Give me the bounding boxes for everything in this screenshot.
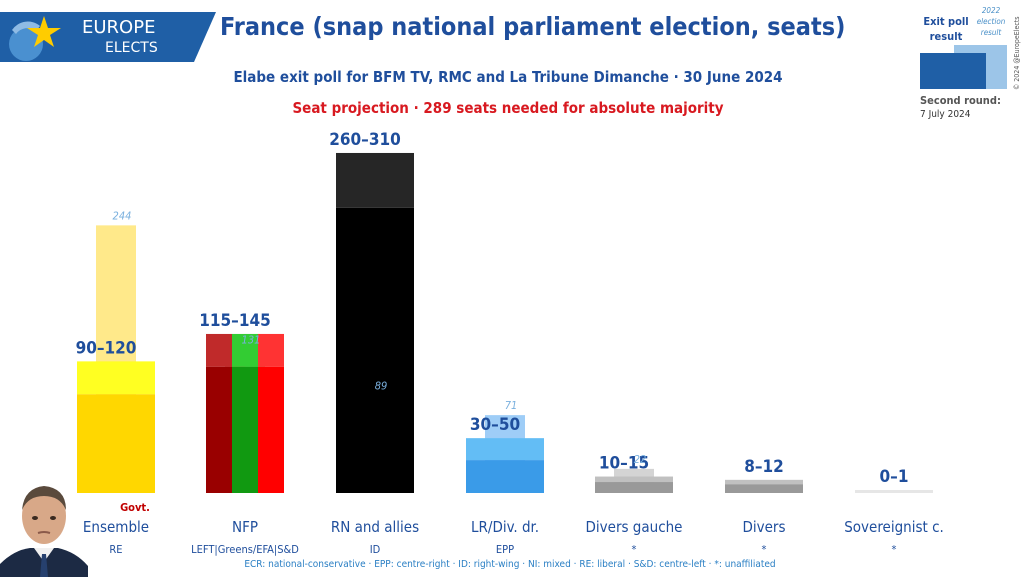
range-label-divers-gauche: 10–15: [599, 454, 649, 474]
prev-label-lr-div-dr: 71: [505, 399, 518, 412]
bar-high-sovereignist-c: [855, 490, 933, 493]
bar-low-divers: [725, 484, 803, 493]
legend: Exit poll result 2022 election result Se…: [918, 5, 1013, 130]
bar-low-nfp-part-2: [232, 366, 258, 493]
prev-label-nfp: 131: [242, 333, 261, 346]
category-label-nfp: NFP: [232, 518, 258, 536]
range-label-divers: 8–12: [744, 457, 784, 477]
group-label-divers-gauche: *: [632, 543, 637, 556]
category-label-ensemble: Ensemble: [83, 518, 149, 536]
svg-text:EUROPE: EUROPE: [82, 17, 155, 38]
range-label-rn-and-allies: 260–310: [329, 130, 401, 150]
group-label-ensemble: RE: [109, 543, 122, 556]
bar-high-rn-and-allies: [336, 152, 414, 208]
prev-label-divers-gauche: 22: [634, 453, 647, 466]
bar-low-ensemble: [77, 394, 155, 493]
legend-exit-label: Exit poll result: [923, 15, 969, 43]
range-label-sovereignist-c: 0–1: [880, 467, 909, 487]
group-label-sovereignist-c: *: [892, 543, 897, 556]
bar-high-nfp-part-2: [232, 333, 258, 367]
bar-low-nfp-part-3: [258, 366, 284, 493]
legend-round-date: 7 July 2024: [920, 109, 971, 120]
group-label-nfp: LEFT|Greens/EFA|S&D: [191, 543, 299, 556]
bar-high-nfp-part-3: [258, 333, 284, 367]
bar-high-nfp-part-1: [206, 333, 232, 367]
bar-low-lr-div-dr: [466, 460, 544, 493]
category-label-divers-gauche: Divers gauche: [586, 518, 683, 536]
bar-low-divers-gauche: [595, 482, 673, 493]
candidate-portrait-icon: [0, 476, 88, 577]
bar-high-divers-gauche: [595, 476, 673, 483]
legend-exit-swatch: [920, 53, 986, 89]
category-label-lr-div-dr: LR/Div. dr.: [471, 518, 539, 536]
category-label-sovereignist-c: Sovereignist c.: [844, 518, 944, 536]
group-label-divers: *: [762, 543, 767, 556]
majority-note: Seat projection · 289 seats needed for a…: [292, 99, 724, 117]
bar-low-nfp-part-1: [206, 366, 232, 493]
bar-high-lr-div-dr: [466, 438, 544, 461]
bar-high-divers: [725, 479, 803, 485]
bar-high-ensemble: [77, 361, 155, 395]
range-label-nfp: 115–145: [199, 311, 271, 331]
group-label-lr-div-dr: EPP: [496, 543, 514, 556]
chart-subtitle: Elabe exit poll for BFM TV, RMC and La T…: [233, 68, 783, 86]
group-label-rn-and-allies: ID: [370, 543, 381, 556]
legend-prev-label: 2022 election result: [976, 6, 1006, 37]
range-label-lr-div-dr: 30–50: [470, 415, 520, 435]
prev-label-rn-and-allies: 89: [375, 379, 388, 392]
category-label-divers: Divers: [742, 518, 785, 536]
europe-elects-logo: EUROPE ELECTS: [0, 12, 216, 62]
prev-label-ensemble: 244: [113, 209, 132, 222]
group-legend-footer: ECR: national-conservative · EPP: centre…: [244, 559, 776, 570]
category-label-rn-and-allies: RN and allies: [331, 518, 419, 536]
copyright: © 2024 @EuropeElects: [1013, 16, 1021, 90]
svg-text:ELECTS: ELECTS: [105, 40, 158, 56]
bar-low-rn-and-allies: [336, 207, 414, 493]
legend-round-label: Second round:: [920, 94, 1001, 107]
range-label-ensemble: 90–120: [76, 338, 137, 358]
govt-label: Govt.: [120, 501, 150, 514]
chart-title: France (snap national parliament electio…: [220, 12, 846, 41]
